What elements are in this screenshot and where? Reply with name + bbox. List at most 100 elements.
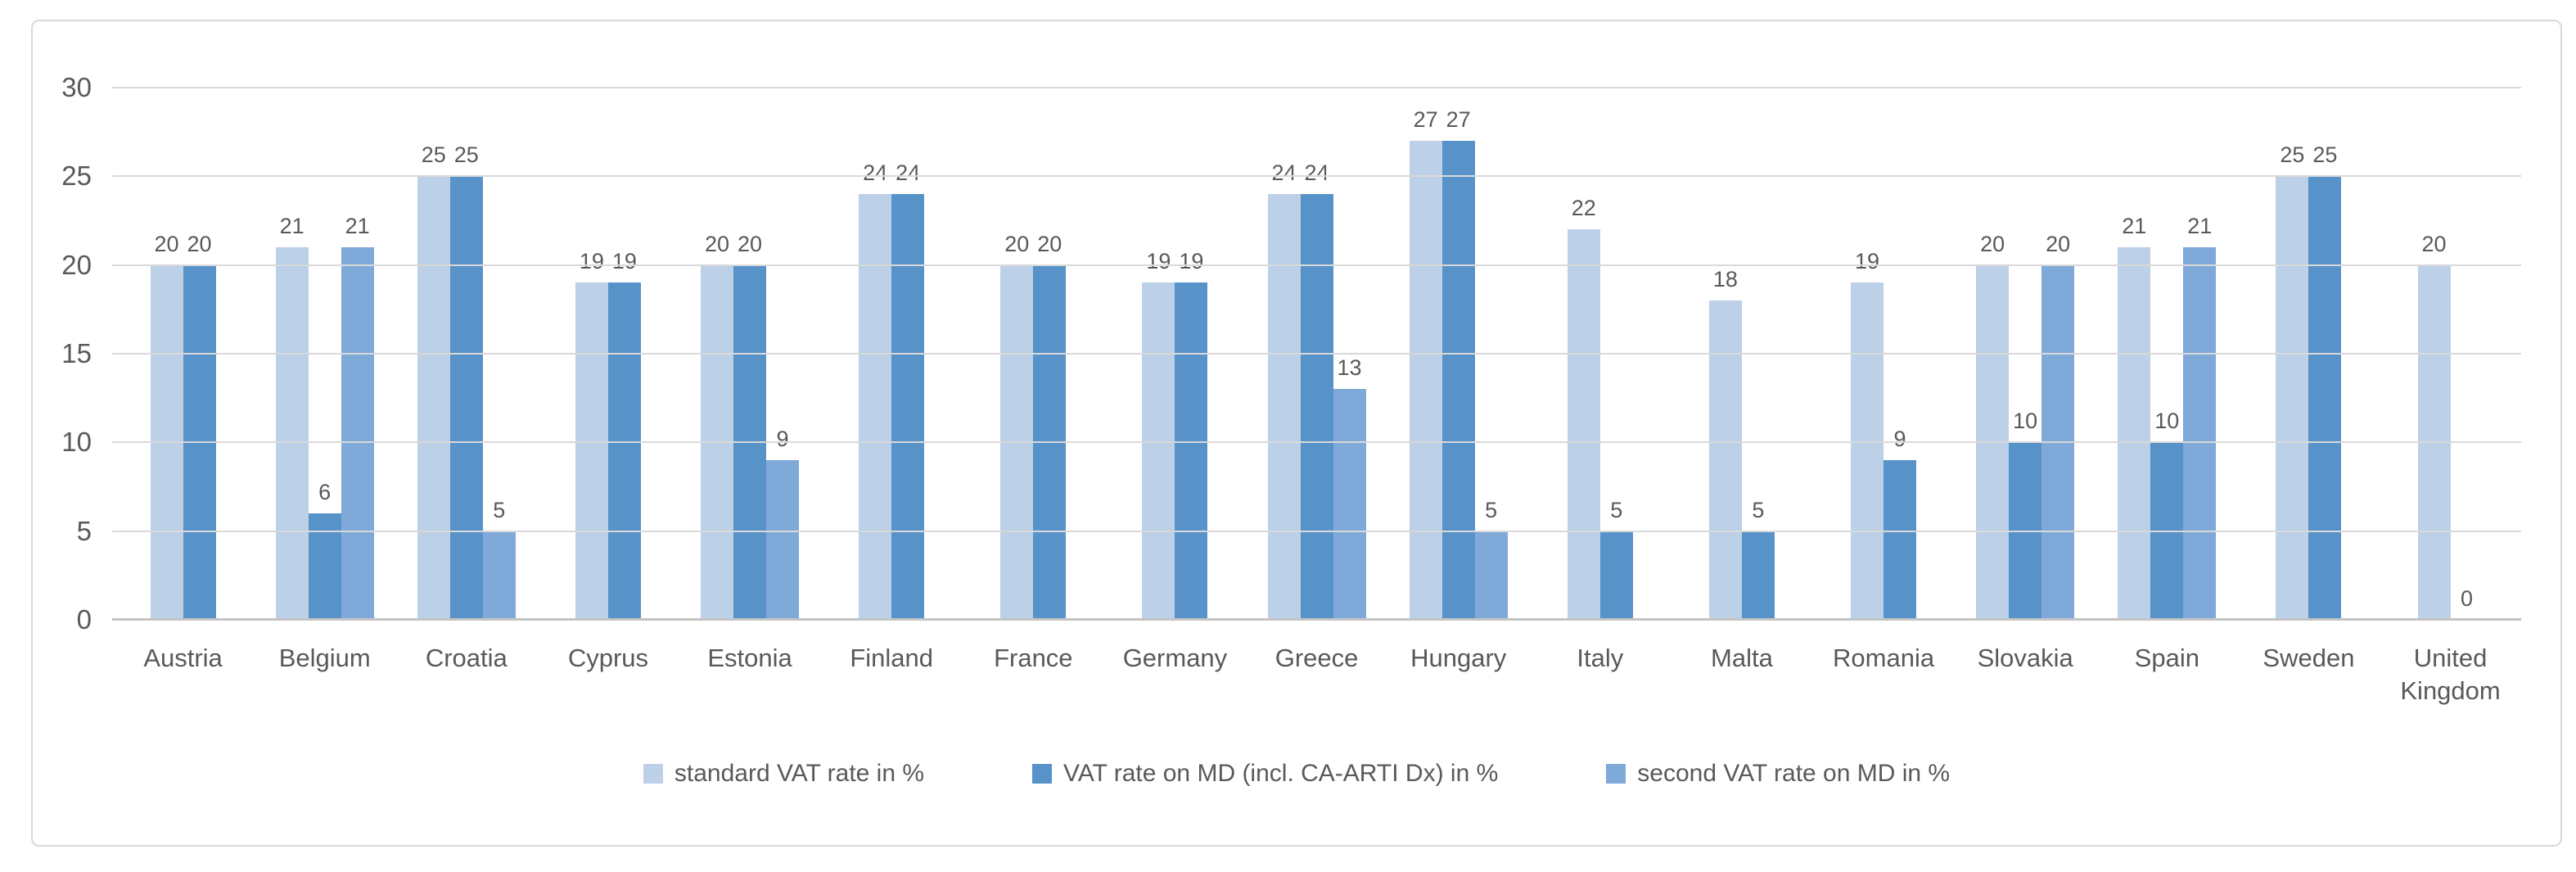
gridline-y15: [112, 353, 2521, 355]
data-label: 5: [1610, 497, 1623, 522]
legend-item: standard VAT rate in %: [643, 760, 924, 788]
data-label: 27: [1446, 107, 1471, 132]
plot-area: 20 20 21 6 21 25 25 5 19 19 20 20 9 24 24 20 20 19 19 24 24 1…: [112, 87, 2521, 621]
bar: [1267, 194, 1301, 620]
bar-slot: 27: [1441, 88, 1475, 620]
bar-slot: 21: [2118, 88, 2151, 620]
y-axis-tick-label: 30: [61, 72, 92, 102]
data-label: 22: [1571, 196, 1596, 221]
bar: [1708, 300, 1742, 620]
category-group-spain: 21 10 21: [2096, 88, 2238, 620]
y-axis-tick-label: 25: [61, 160, 92, 192]
category-group-sweden: 25 25: [2238, 88, 2380, 620]
x-axis-line: [112, 618, 2521, 621]
x-axis-tick-label: Greece: [1274, 644, 1359, 672]
bar-slot: 0: [2451, 88, 2484, 620]
category-group-romania: 19 9: [1813, 88, 1955, 620]
x-axis-tick-label: Italy: [1577, 644, 1624, 672]
data-label: 5: [1752, 497, 1765, 522]
legend-swatch-icon: [643, 764, 663, 784]
bar-slot: 5: [1599, 88, 1633, 620]
category-groups: 20 20 21 6 21 25 25 5 19 19 20 20 9 24 24 20 20 19 19 24 24 1…: [112, 88, 2521, 620]
bar: [1474, 531, 1508, 620]
data-label: 24: [896, 160, 921, 185]
bar-slot: 25: [449, 88, 483, 620]
bar-slot: 21: [2183, 88, 2217, 620]
bar: [1851, 282, 1884, 620]
bar: [1599, 531, 1633, 620]
y-axis-tick-label: 20: [61, 249, 92, 280]
y-axis-tick-label: 15: [61, 338, 92, 368]
data-label: 25: [453, 142, 479, 168]
data-label: 5: [1485, 497, 1498, 522]
x-axis-tick-label: Estonia: [707, 644, 792, 672]
data-label: 19: [611, 249, 637, 274]
data-label: 19: [1146, 249, 1171, 274]
bar: [1567, 229, 1600, 620]
bar-slot: 25: [417, 88, 450, 620]
bar: [1142, 282, 1175, 620]
bar: [2276, 176, 2309, 620]
category-group-cyprus: 19 19: [537, 88, 679, 620]
bar-slot: 19: [1175, 88, 1208, 620]
data-label: 10: [2154, 409, 2180, 434]
data-label: 20: [154, 231, 179, 256]
x-axis-tick-label: Sweden: [2262, 644, 2355, 672]
bar: [482, 531, 516, 620]
bar: [1300, 194, 1333, 620]
data-label: 20: [1980, 231, 2005, 256]
data-label: 19: [579, 249, 604, 274]
data-label: 24: [863, 160, 888, 185]
data-label: 24: [1271, 160, 1297, 185]
bar: [341, 247, 374, 620]
gridline-y25: [112, 175, 2521, 178]
bar: [859, 194, 892, 620]
data-label: 21: [279, 214, 305, 238]
bar: [575, 282, 608, 620]
legend-label: second VAT rate on MD in %: [1637, 760, 1951, 787]
bar-slot: 13: [1333, 88, 1366, 620]
data-label: 25: [2312, 142, 2338, 168]
data-label: 13: [1337, 355, 1362, 381]
gridline-y30: [112, 87, 2521, 88]
chart-area: 0 5 10 15 20 25 30 20 20 21 6 21 25 25 5 19 19 20 20 9 24 24…: [31, 20, 2562, 847]
category-group-germany: 19 19: [1104, 88, 1246, 620]
bar: [2118, 247, 2151, 620]
data-label: 21: [2122, 214, 2147, 238]
y-axis-tick-label: 0: [76, 604, 92, 635]
bar-slot: 19: [607, 88, 641, 620]
legend-label: VAT rate on MD (incl. CA-ARTI Dx) in %: [1063, 760, 1499, 787]
bar: [308, 513, 341, 620]
x-axis-tick-label: Belgium: [278, 644, 371, 672]
x-axis-tick-label: Slovakia: [1977, 644, 2073, 672]
category-group-belgium: 21 6 21: [254, 88, 395, 620]
bar: [417, 176, 450, 620]
x-axis-tick-label: Malta: [1711, 644, 1773, 672]
legend-item: second VAT rate on MD in %: [1606, 760, 1950, 788]
bar: [1441, 141, 1475, 620]
bar-slot: 19: [1142, 88, 1175, 620]
x-axis-tick-label: Romania: [1833, 644, 1935, 672]
bar: [607, 282, 641, 620]
data-label: 27: [1413, 107, 1438, 132]
legend-swatch-icon: [1606, 764, 1626, 784]
data-label: 19: [1179, 249, 1204, 274]
bar: [891, 194, 925, 620]
legend-item: VAT rate on MD (incl. CA-ARTI Dx) in %: [1032, 760, 1498, 788]
bar-slot: 5: [1741, 88, 1775, 620]
data-label: 9: [1893, 427, 1906, 451]
category-group-hungary: 27 27 5: [1387, 88, 1529, 620]
category-group-croatia: 25 25 5: [395, 88, 537, 620]
bar-slot: 22: [1567, 88, 1600, 620]
data-label: 19: [1855, 249, 1880, 274]
x-axis-tick-label: Hungary: [1410, 644, 1507, 672]
data-label: 20: [738, 231, 763, 256]
bar-slot: 19: [1851, 88, 1884, 620]
bar-slot: 9: [766, 88, 800, 620]
bar-slot: 25: [2276, 88, 2309, 620]
bar: [1884, 460, 1917, 620]
y-axis-tick-label: 5: [76, 515, 92, 546]
bar: [275, 247, 309, 620]
data-label: 20: [1037, 231, 1062, 256]
